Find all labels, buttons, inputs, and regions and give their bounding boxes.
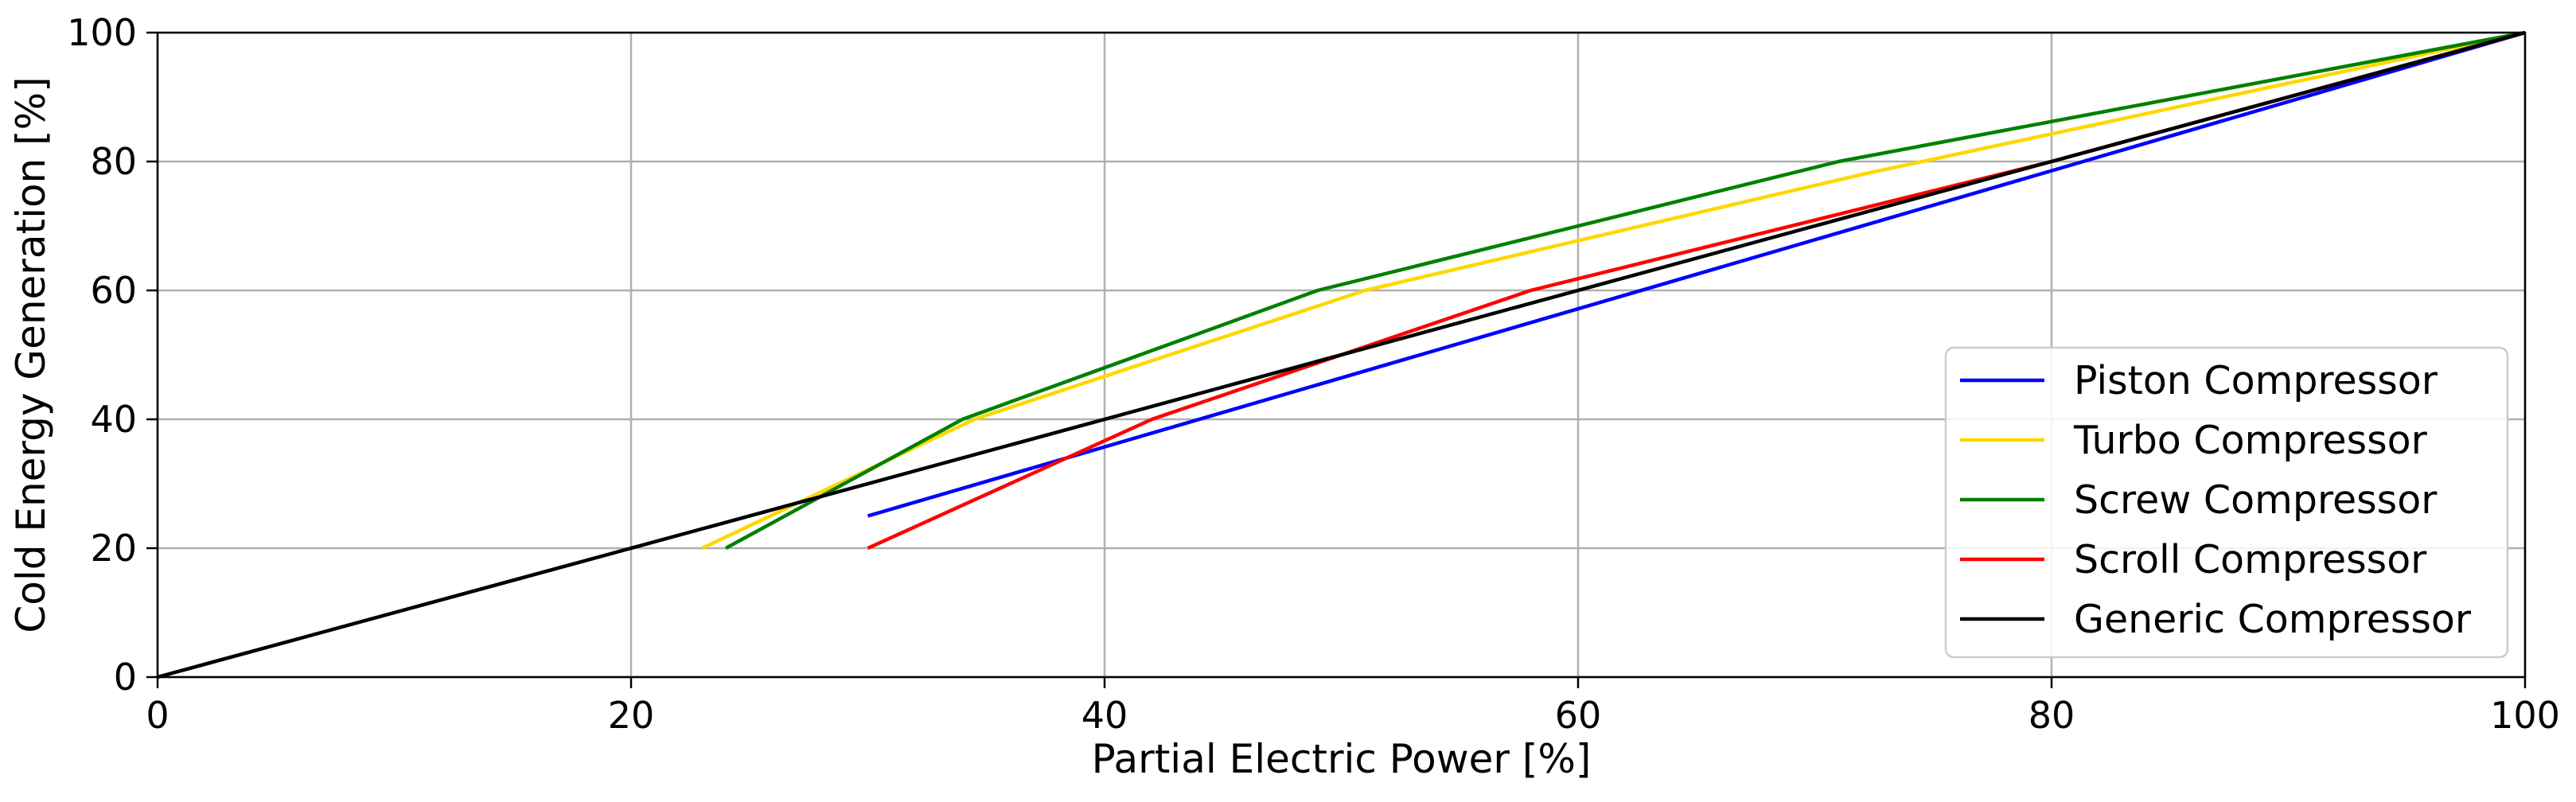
legend-entry-label: Screw Compressor	[2074, 477, 2438, 523]
axis-ticks: 0 20 40 60 80 100 0 20 40 60 80 100	[67, 11, 2560, 737]
y-tick-label: 0	[114, 656, 137, 699]
series-line-screw-compressor	[724, 30, 2526, 550]
x-tick-label: 0	[146, 694, 169, 737]
y-tick-label: 20	[90, 527, 137, 570]
x-tick-label: 60	[1555, 694, 1602, 737]
x-tick-label: 40	[1081, 694, 1128, 737]
x-axis-label: Partial Electric Power [%]	[1092, 736, 1592, 782]
legend-entry-label: Generic Compressor	[2074, 597, 2472, 642]
y-tick-label: 100	[67, 11, 137, 54]
y-axis-label: Cold Energy Generation [%]	[8, 76, 54, 633]
series-lines	[157, 30, 2526, 679]
x-tick-label: 80	[2028, 694, 2075, 737]
legend-entry-label: Scroll Compressor	[2074, 537, 2427, 582]
x-tick-label: 100	[2490, 694, 2560, 737]
legend-entry-label: Piston Compressor	[2074, 358, 2438, 403]
legend: Piston Compressor Turbo Compressor Screw C…	[1944, 346, 2509, 659]
series-line-generic-compressor	[157, 30, 2526, 679]
y-tick-label: 40	[90, 398, 137, 441]
y-tick-label: 60	[90, 269, 137, 312]
legend-box	[1944, 346, 2509, 659]
legend-entry-label: Turbo Compressor	[2073, 418, 2428, 463]
plot-area-frame	[156, 31, 2527, 679]
series-line-piston-compressor	[867, 30, 2526, 518]
y-tick-label: 80	[90, 140, 137, 183]
x-tick-label: 20	[608, 694, 655, 737]
